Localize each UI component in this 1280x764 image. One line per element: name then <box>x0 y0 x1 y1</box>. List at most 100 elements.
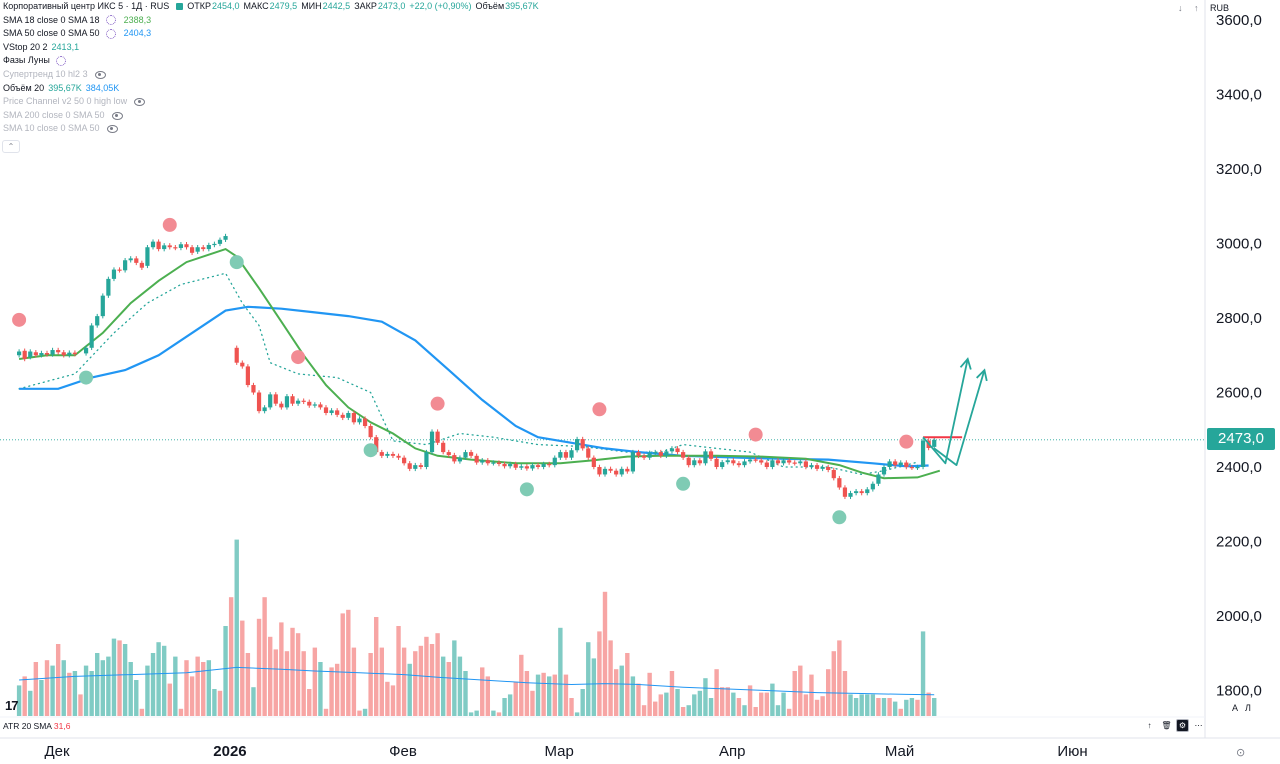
arrow-up-icon[interactable]: ↑ <box>1147 721 1152 730</box>
indicator-sma18[interactable]: SMA 18 close 0 SMA 18 2388,3 <box>0 14 820 28</box>
atr-legend: ATR 20 SMA 31,6 <box>3 721 70 731</box>
log-scale-button[interactable]: Л <box>1245 703 1251 713</box>
candle <box>541 464 546 467</box>
volume-bar <box>100 660 105 716</box>
volume-bar <box>876 698 881 716</box>
tradingview-logo[interactable]: 17 <box>5 698 19 713</box>
market-open-icon <box>176 3 184 11</box>
vstop-line <box>18 272 919 476</box>
volume-bar <box>753 707 758 716</box>
settings-icon[interactable] <box>55 56 66 67</box>
indicator-sma10[interactable]: SMA 10 close 0 SMA 50 <box>0 122 820 136</box>
volume-bar <box>390 685 396 716</box>
full-moon-icon <box>430 396 445 411</box>
candle <box>708 451 714 459</box>
volume-bar <box>915 699 920 716</box>
x-tick-label: Июн <box>1057 743 1087 760</box>
forecast-arrow <box>933 369 986 467</box>
indicator-sma50[interactable]: SMA 50 close 0 SMA 50 2404,3 <box>0 27 820 41</box>
collapse-legend-button[interactable]: ⌃ <box>2 140 20 153</box>
candle <box>368 426 373 438</box>
volume-bar <box>563 674 569 716</box>
candle <box>329 410 334 413</box>
indicator-price-channel[interactable]: Price Channel v2 50 0 high low <box>0 95 820 109</box>
volume-bar <box>407 663 412 716</box>
candle <box>307 401 312 406</box>
candle <box>150 241 156 248</box>
volume-bar <box>926 692 931 716</box>
candle <box>932 439 937 447</box>
candle <box>675 448 680 453</box>
volume-bar <box>474 710 479 716</box>
arrow-up-icon[interactable]: ↑ <box>1194 3 1199 13</box>
volume-bar <box>725 687 730 716</box>
candle <box>625 468 630 472</box>
indicator-vstop[interactable]: VStop 20 2 2413,1 <box>0 41 820 55</box>
settings-icon[interactable] <box>105 28 116 39</box>
settings-icon[interactable] <box>105 15 116 26</box>
candle <box>826 467 831 470</box>
candle <box>111 269 117 279</box>
more-icon[interactable]: ⋯ <box>1194 721 1203 730</box>
volume-bar <box>803 694 809 716</box>
candle <box>881 467 887 475</box>
volume-bar <box>524 671 530 716</box>
volume-bar <box>686 705 691 716</box>
symbol-row: Корпоративный центр ИКС 5 · 1Д · RUS ОТК… <box>0 0 820 14</box>
candle <box>558 452 563 458</box>
volume-value: 395,67K <box>505 1 539 11</box>
candle <box>658 452 663 456</box>
volume-bar <box>134 680 139 716</box>
volume-bar <box>167 683 172 716</box>
x-tick-label: 2026 <box>213 743 246 760</box>
volume-bar <box>820 696 825 716</box>
forecast-arrow <box>922 358 969 465</box>
candle <box>346 412 351 418</box>
volume-bar <box>680 707 686 716</box>
indicator-name: SMA 200 close 0 SMA 50 <box>3 109 105 120</box>
volume-bar <box>558 627 563 716</box>
candle <box>513 464 518 468</box>
volume-bar <box>608 640 613 716</box>
indicator-sma200[interactable]: SMA 200 close 0 SMA 50 <box>0 109 820 123</box>
volume-bar <box>284 651 290 716</box>
settings-icon[interactable]: ⚙ <box>1176 719 1189 732</box>
eye-off-icon[interactable] <box>94 70 106 79</box>
candle <box>602 468 608 475</box>
auto-scale-button[interactable]: A <box>1232 703 1239 713</box>
volume-bar <box>664 692 669 716</box>
high-value: 2479,5 <box>269 1 298 11</box>
arrow-down-icon[interactable]: ↓ <box>1178 3 1183 13</box>
volume-bar <box>786 708 792 716</box>
eye-off-icon[interactable] <box>134 97 146 106</box>
volume-bar <box>195 656 200 716</box>
volume-bar <box>574 712 580 716</box>
volume-bar <box>535 674 541 716</box>
candle <box>759 460 764 463</box>
candle <box>814 465 820 469</box>
candle <box>809 465 814 467</box>
trash-icon[interactable]: 🗑 <box>1161 721 1172 730</box>
eye-off-icon[interactable] <box>111 111 123 120</box>
indicator-volume[interactable]: Объём 20 395,67K 384,05K <box>0 82 820 96</box>
indicator-supertrend[interactable]: Супертренд 10 hl2 3 <box>0 68 820 82</box>
candle <box>206 244 211 250</box>
settings-icon[interactable]: ⊙ <box>1236 747 1246 759</box>
candle <box>854 491 859 494</box>
currency-label[interactable]: RUB <box>1210 3 1230 13</box>
candle <box>870 483 875 490</box>
candle <box>162 245 167 250</box>
candle <box>787 460 792 463</box>
candle <box>563 452 569 458</box>
volume-bar <box>78 694 83 716</box>
full-moon-icon <box>748 427 763 442</box>
candle <box>189 247 195 253</box>
volume-bar <box>775 705 781 716</box>
candle <box>502 464 507 467</box>
eye-off-icon[interactable] <box>106 125 118 134</box>
indicator-value: 395,67K <box>48 82 82 93</box>
symbol-title[interactable]: Корпоративный центр ИКС 5 · 1Д · RUS <box>3 1 170 11</box>
candle <box>273 394 278 404</box>
indicator-moon-phases[interactable]: Фазы Луны <box>0 54 820 68</box>
